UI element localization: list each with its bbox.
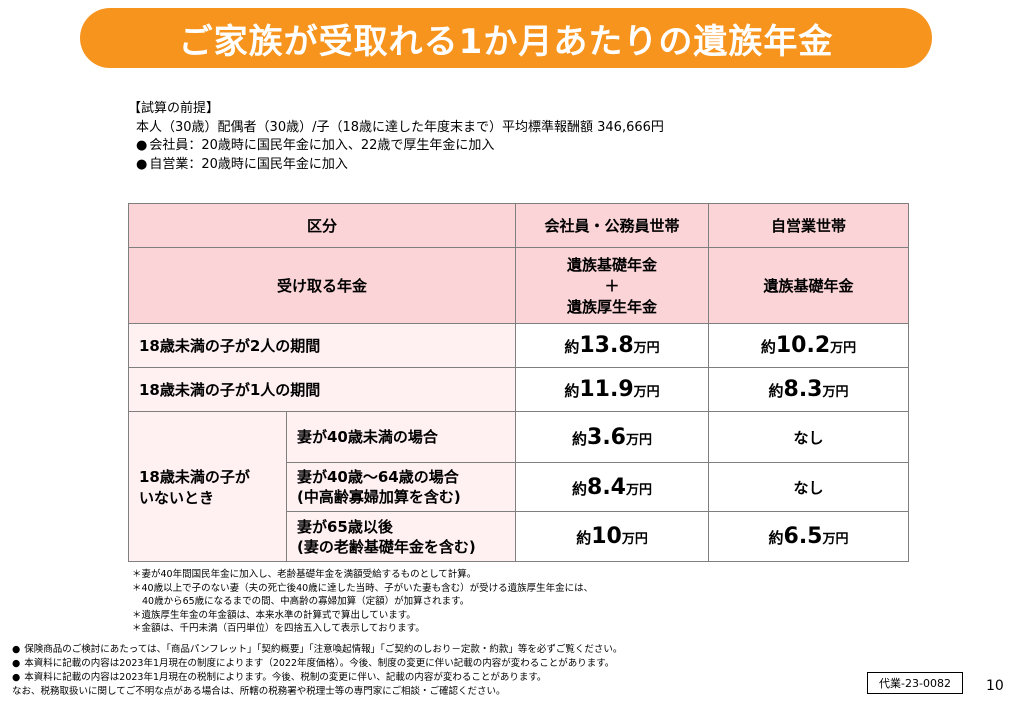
footer-line: 本資料に記載の内容は2023年1月現在の税制によります。今後、税制の変更に伴い、… [12,671,622,685]
amount-employee: 約3.6万円 [515,411,710,463]
premise-bullet-employee: 会社員：20歳時に国民年金に加入、22歳で厚生年金に加入 [128,137,664,156]
amount-selfemployed: なし [708,411,910,463]
table-row: 18歳未満の子が いないとき 妻が40歳未満の場合 約3.6万円 なし [128,411,910,562]
table-row: 18歳未満の子が1人の期間 約11.9万円 約8.3万円 [127,367,910,412]
header-category: 区分 [127,203,517,248]
row-label: 18歳未満の子が1人の期間 [127,367,517,412]
no-child-label: 18歳未満の子が いないとき [128,411,287,562]
header-selfemployed: 自営業世帯 [708,203,910,248]
footer-line: 本資料に記載の内容は2023年1月現在の制度によります（2022年度価格）。今後… [12,657,622,671]
table-row: 妻が40歳～64歳の場合 (中高齢寡婦加算を含む) 約8.4万円 なし [129,462,910,512]
note-line: ＊40歳以上で子のない妻（夫の死亡後40歳に達した当時、子がいた妻も含む）が受け… [132,582,594,594]
amount-selfemployed: 約8.3万円 [708,367,910,412]
page-number: 10 [986,678,1004,694]
amount-employee: 約13.8万円 [515,323,710,368]
amount-employee: 約11.9万円 [515,367,710,412]
subrow-label: 妻が40歳未満の場合 [285,411,517,463]
footer-line: なお、税務取扱いに関してご不明な点がある場合は、所轄の税務署や税理士等の専門家に… [12,686,506,697]
footer-line: 保険商品のご検討にあたっては、「商品パンフレット」「契約概要」「注意喚起情報」「… [12,643,622,657]
note-line: ＊妻が40年間国民年金に加入し、老齢基礎年金を満額受給するものとして計算。 [132,569,477,580]
premise-line: 本人（30歳）配偶者（30歳）/子（18歳に達した年度末まで）平均標準報酬額 3… [136,119,664,135]
subrow-label: 妻が40歳～64歳の場合 (中高齢寡婦加算を含む) [285,462,517,512]
page-title: ご家族が受取れる1か月あたりの遺族年金 [80,8,932,68]
amount-employee: 約10万円 [515,511,710,562]
amount-employee: 約8.4万円 [515,462,710,512]
pension-type-row: 受け取る年金 遺族基礎年金 ＋ 遺族厚生年金 遺族基礎年金 [127,247,910,324]
note-line: 40歳から65歳になるまでの間、中高齢の寡婦加算（定額）が加算されます。 [142,596,470,607]
row-label: 18歳未満の子が2人の期間 [127,323,517,368]
table-row: 妻が65歳以後 (妻の老齢基礎年金を含む) 約10万円 約6.5万円 [129,511,910,562]
document-code: 代業-23-0082 [867,672,963,694]
amount-selfemployed: 約10.2万円 [708,323,910,368]
premise-heading: 【試算の前提】 [128,101,220,116]
amount-selfemployed: 約6.5万円 [708,511,910,562]
amount-selfemployed: なし [708,462,910,512]
table-notes: ＊妻が40年間国民年金に加入し、老齢基礎年金を満額受給するものとして計算。 ＊4… [132,568,593,636]
pension-table: 区分 会社員・公務員世帯 自営業世帯 受け取る年金 遺族基礎年金 ＋ 遺族厚生年… [127,203,910,562]
table-row: 18歳未満の子が2人の期間 約13.8万円 約10.2万円 [127,323,910,368]
pension-type-label: 受け取る年金 [127,247,517,324]
table-header-row: 区分 会社員・公務員世帯 自営業世帯 [127,203,910,248]
subrow-label: 妻が65歳以後 (妻の老齢基礎年金を含む) [285,511,517,562]
header-employee: 会社員・公務員世帯 [515,203,710,248]
note-line: ＊遺族厚生年金の年金額は、本来水準の計算式で算出しています。 [132,609,416,621]
footer-disclaimer: 保険商品のご検討にあたっては、「商品パンフレット」「契約概要」「注意喚起情報」「… [12,643,622,699]
pension-type-employee: 遺族基礎年金 ＋ 遺族厚生年金 [515,247,710,324]
note-line: ＊金額は、千円未満（百円単位）を四捨五入して表示しております。 [132,623,425,634]
premise-block: 【試算の前提】 本人（30歳）配偶者（30歳）/子（18歳に達した年度末まで）平… [128,100,664,174]
pension-type-selfemployed: 遺族基礎年金 [708,247,910,324]
premise-bullet-selfemployed: 自営業：20歳時に国民年金に加入 [128,156,664,175]
